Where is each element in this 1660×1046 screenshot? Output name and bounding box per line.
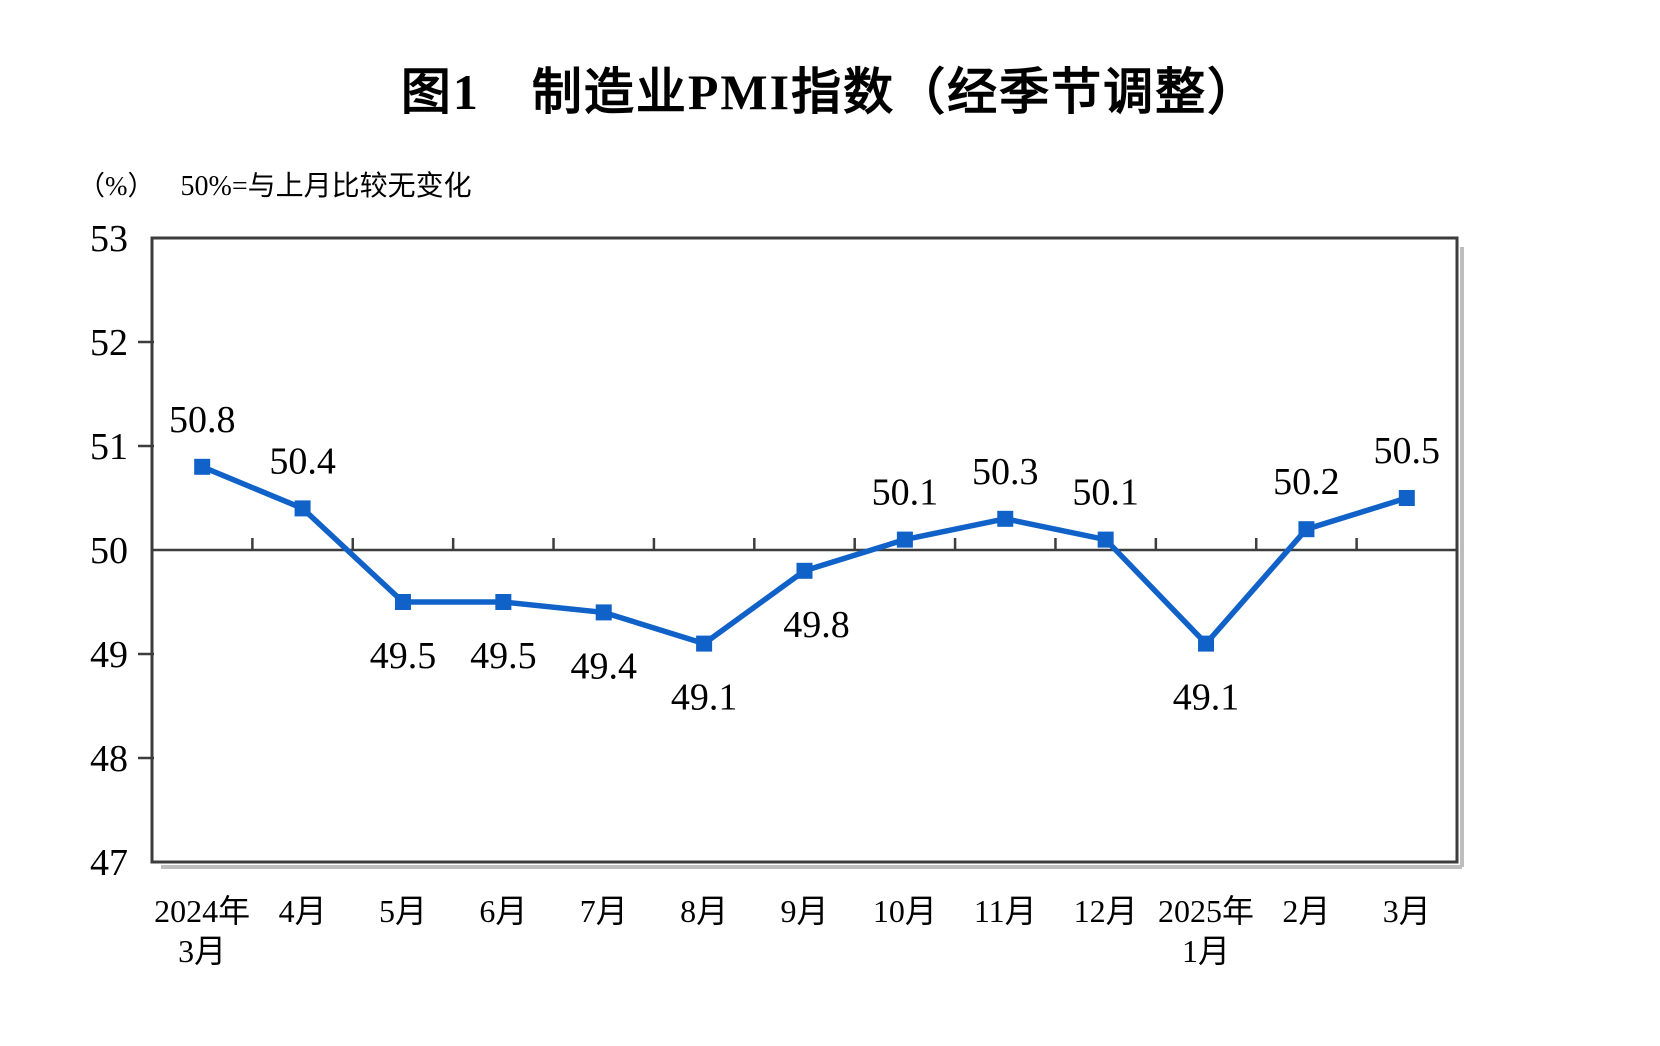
data-point-label: 49.5	[470, 635, 537, 677]
reference-note: 50%=与上月比较无变化	[180, 171, 472, 202]
data-point-label: 49.8	[783, 604, 850, 646]
data-point-label: 49.1	[1173, 677, 1240, 719]
data-point-label: 49.1	[671, 677, 738, 719]
x-axis-label: 3月	[1383, 893, 1431, 929]
y-axis-label: 50	[90, 530, 128, 572]
x-axis-label: 4月	[279, 893, 327, 929]
data-point-marker	[1198, 635, 1215, 652]
x-axis-label: 6月	[479, 893, 527, 929]
data-point-marker	[997, 510, 1014, 527]
x-axis-label: 2月	[1282, 893, 1330, 929]
data-point-label: 50.2	[1273, 461, 1340, 503]
data-point-marker	[696, 635, 713, 652]
data-point-label: 50.3	[972, 451, 1039, 493]
data-point-marker	[1097, 531, 1114, 548]
y-axis-label: 53	[90, 218, 128, 260]
data-point-marker	[194, 458, 211, 475]
y-axis-label: 52	[90, 322, 128, 364]
chart-title: 图1 制造业PMI指数（经季节调整）	[400, 64, 1260, 120]
y-axis-label: 51	[90, 426, 128, 468]
y-axis-unit-label: （%）	[78, 171, 155, 201]
x-axis-label: 5月	[379, 893, 427, 929]
y-axis-label: 47	[90, 842, 128, 884]
x-axis-label: 7月	[580, 893, 628, 929]
x-axis-label: 1月	[1182, 933, 1230, 969]
data-point-marker	[796, 562, 813, 579]
data-point-marker	[1398, 490, 1415, 506]
data-point-label: 50.8	[169, 399, 236, 441]
data-point-marker	[394, 594, 411, 610]
x-axis-label: 2025年	[1158, 893, 1254, 929]
data-point-label: 49.5	[370, 635, 437, 677]
y-axis-label: 49	[90, 634, 128, 676]
data-point-marker	[294, 500, 311, 517]
data-point-label: 50.5	[1374, 430, 1441, 472]
data-point-label: 50.1	[872, 472, 939, 514]
data-point-marker	[896, 531, 913, 548]
chart-subtitle-row: （%） 50%=与上月比较无变化	[78, 164, 472, 204]
x-axis-label: 9月	[780, 893, 828, 929]
data-point-marker	[495, 594, 512, 610]
data-point-marker	[595, 604, 612, 621]
data-point-marker	[1298, 521, 1315, 538]
x-axis-label: 12月	[1074, 893, 1138, 929]
x-axis-label: 10月	[873, 893, 937, 929]
x-axis-label: 8月	[680, 893, 728, 929]
y-axis-label: 48	[90, 738, 128, 780]
data-point-label: 49.4	[570, 645, 637, 687]
x-axis-label: 3月	[178, 933, 226, 969]
data-point-label: 50.1	[1072, 472, 1139, 514]
data-point-label: 50.4	[269, 440, 336, 482]
x-axis-label: 11月	[974, 893, 1037, 929]
x-axis-label: 2024年	[154, 893, 250, 929]
